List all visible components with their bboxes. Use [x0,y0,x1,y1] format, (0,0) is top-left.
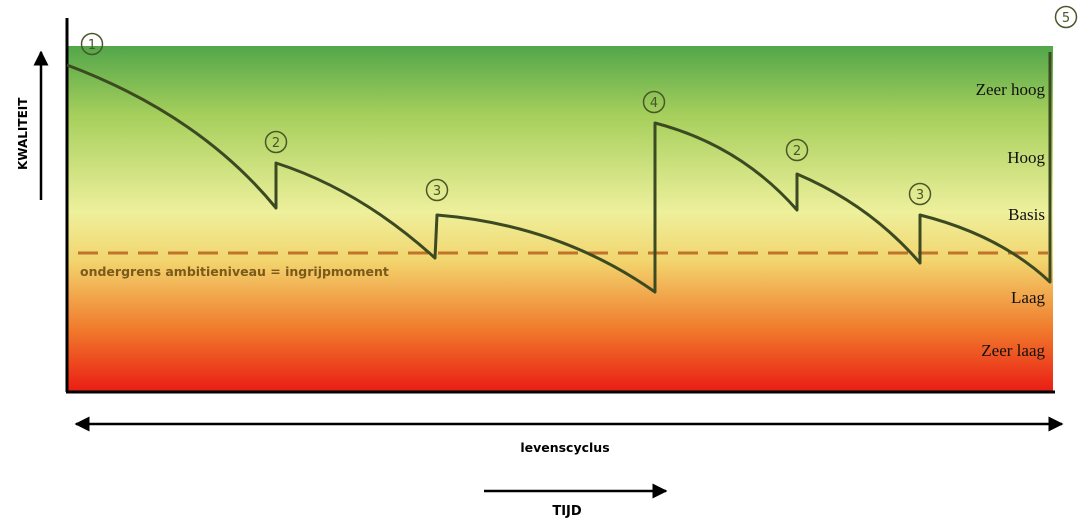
svg-text:2: 2 [272,136,280,151]
svg-text:2: 2 [793,144,801,159]
threshold-label: ondergrens ambitieniveau = ingrijpmoment [80,264,389,279]
marker-1: 1 [80,32,104,56]
svg-text:3: 3 [433,184,441,199]
marker-2b: 2 [785,138,809,162]
svg-text:1: 1 [88,38,96,53]
svg-text:4: 4 [650,96,658,111]
level-zeer-hoog: Zeer hoog [976,80,1046,99]
marker-5: 5 [1054,5,1078,29]
marker-4: 4 [642,90,666,114]
marker-3b: 3 [908,182,932,206]
level-basis: Basis [1008,205,1045,224]
level-hoog: Hoog [1007,148,1045,167]
marker-3: 3 [425,178,449,202]
level-zeer-laag: Zeer laag [981,341,1045,360]
svg-text:5: 5 [1062,11,1070,26]
quality-zones-background [67,46,1053,392]
quality-curve [66,52,1052,294]
svg-text:3: 3 [916,188,924,203]
lifecycle-label: levenscyclus [520,440,609,455]
time-label: TIJD [552,504,582,519]
marker-2: 2 [264,130,288,154]
y-axis-label: KWALITEIT [16,97,30,170]
level-laag: Laag [1011,288,1045,307]
